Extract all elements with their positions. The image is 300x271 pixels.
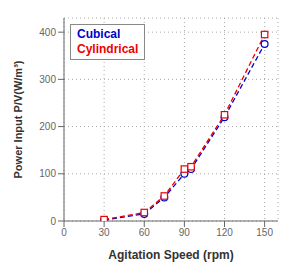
svg-text:90: 90 xyxy=(179,227,191,238)
svg-text:150: 150 xyxy=(256,227,273,238)
svg-text:60: 60 xyxy=(139,227,151,238)
svg-text:400: 400 xyxy=(39,27,56,38)
html-text:Cubical: Cubical xyxy=(77,27,121,41)
svg-text:300: 300 xyxy=(39,74,56,85)
html-text:Cylindrical: Cylindrical xyxy=(77,42,139,56)
svg-text:Power Input P/V(W/m³): Power Input P/V(W/m³) xyxy=(12,60,24,178)
svg-text:0: 0 xyxy=(61,227,67,238)
svg-text:200: 200 xyxy=(39,121,56,132)
svg-text:Agitation Speed (rpm): Agitation Speed (rpm) xyxy=(108,248,233,262)
svg-text:30: 30 xyxy=(99,227,111,238)
svg-text:0: 0 xyxy=(50,216,56,227)
svg-text:100: 100 xyxy=(39,168,56,179)
svg-text:120: 120 xyxy=(216,227,233,238)
